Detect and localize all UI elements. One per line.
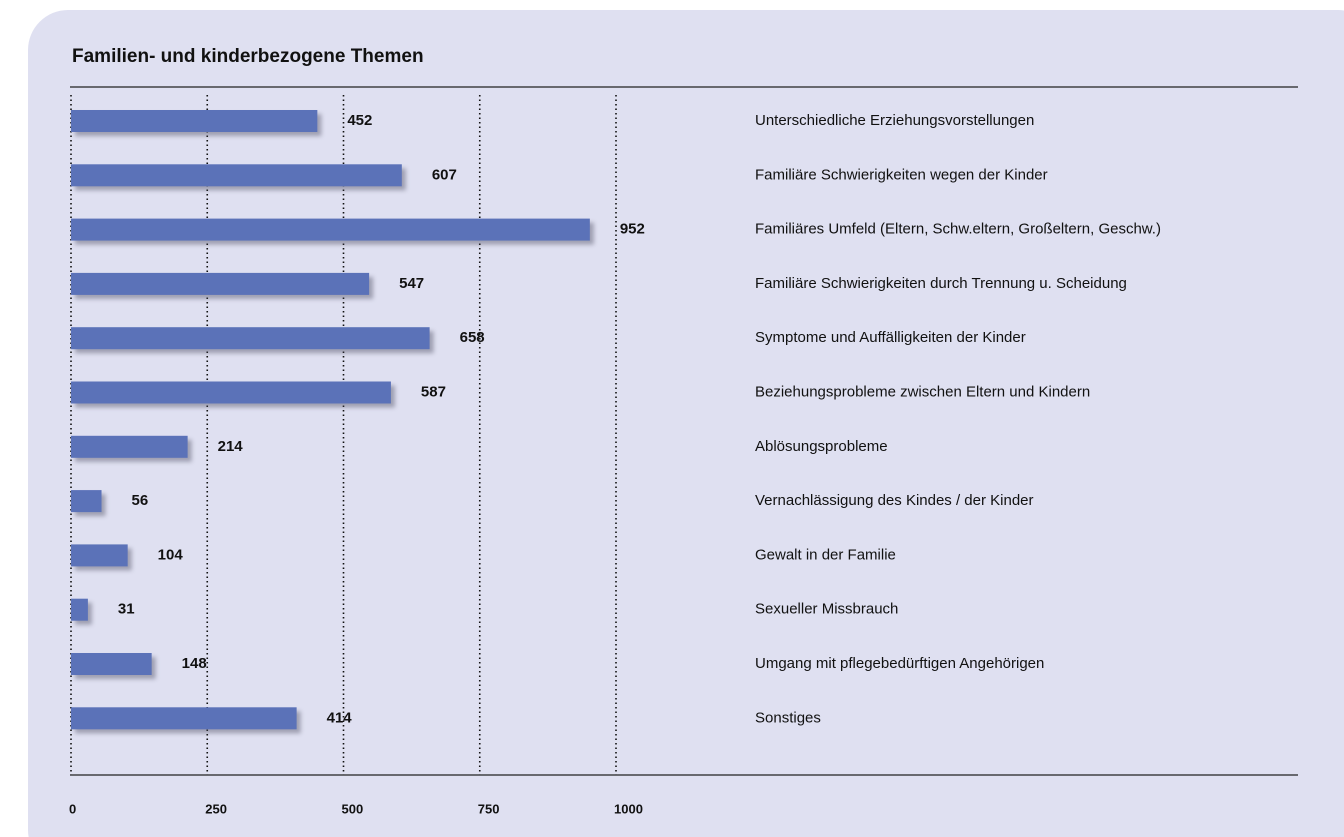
bar — [71, 435, 188, 458]
x-tick-label: 750 — [478, 801, 500, 816]
category-label: Umgang mit pflegebedürftigen Angehörigen — [755, 655, 1044, 672]
x-tick-label: 250 — [205, 801, 227, 816]
bar — [71, 272, 370, 295]
value-label: 952 — [620, 221, 645, 238]
value-label: 148 — [182, 655, 207, 672]
category-label: Unterschiedliche Erziehungsvorstellungen — [755, 112, 1034, 129]
bar — [71, 707, 297, 730]
value-label: 31 — [118, 601, 135, 618]
category-label: Sexueller Missbrauch — [755, 601, 898, 618]
value-label: 414 — [327, 709, 353, 726]
bar — [71, 327, 430, 350]
value-label: 587 — [421, 383, 446, 400]
bar — [71, 653, 152, 675]
bar — [71, 381, 391, 404]
category-label: Familiäre Schwierigkeiten wegen der Kind… — [755, 166, 1048, 183]
category-label: Ablösungsprobleme — [755, 438, 888, 455]
chart-title: Familien- und kinderbezogene Themen — [72, 46, 424, 67]
value-label: 104 — [158, 546, 184, 563]
bar — [71, 598, 88, 621]
bar — [71, 110, 318, 132]
x-tick-label: 1000 — [614, 801, 643, 816]
value-label: 452 — [347, 112, 372, 129]
panel — [28, 10, 1344, 837]
category-label: Familiäres Umfeld (Eltern, Schw.eltern, … — [755, 221, 1161, 238]
category-label: Vernachlässigung des Kindes / der Kinder — [755, 492, 1034, 509]
x-tick-label: 500 — [342, 801, 364, 816]
value-label: 658 — [460, 329, 485, 346]
category-label: Sonstiges — [755, 709, 821, 726]
value-label: 214 — [218, 438, 244, 455]
bar — [71, 544, 128, 567]
category-label: Beziehungsprobleme zwischen Eltern und K… — [755, 383, 1090, 400]
category-label: Familiäre Schwierigkeiten durch Trennung… — [755, 275, 1127, 292]
category-label: Gewalt in der Familie — [755, 546, 896, 563]
value-label: 607 — [432, 166, 457, 183]
x-tick-label: 0 — [69, 801, 76, 816]
bar — [71, 218, 590, 241]
value-label: 56 — [132, 492, 149, 509]
bar — [71, 490, 102, 513]
bar — [71, 164, 402, 187]
value-label: 547 — [399, 275, 424, 292]
category-label: Symptome und Auffälligkeiten der Kinder — [755, 329, 1026, 346]
